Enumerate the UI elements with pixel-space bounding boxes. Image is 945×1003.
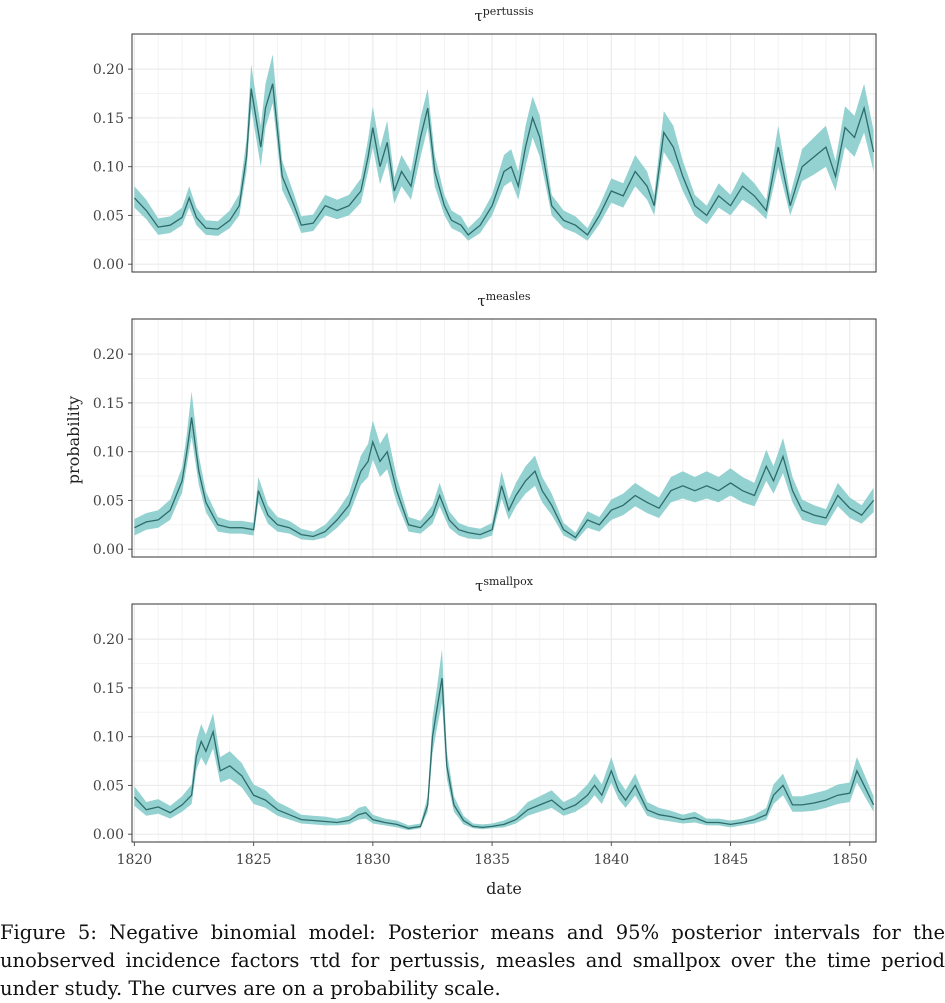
y-tick-label: 0.15: [93, 681, 124, 697]
panel-title-symbol: τ: [477, 292, 485, 310]
panel-measles: τmeasles 0.00 0.05 0.10 0.15 0.20: [93, 290, 877, 558]
mean-line-measles: [134, 417, 875, 539]
x-tick-label: 1845: [713, 852, 749, 868]
y-tick-label: 0.10: [93, 160, 124, 176]
panel-title-symbol: τ: [474, 7, 482, 25]
panel-frame: [131, 33, 877, 273]
y-tick-label: 0.05: [93, 493, 124, 509]
y-tick-label: 0.10: [93, 730, 124, 746]
panel-frame: [131, 603, 877, 843]
panel-title-smallpox: τsmallpox: [475, 575, 534, 595]
y-tick-label: 0.10: [93, 445, 124, 461]
y-tick-label: 0.00: [93, 257, 124, 273]
y-tick-label: 0.20: [93, 62, 124, 78]
figure-caption: Figure 5: Negative binomial model: Poste…: [0, 921, 945, 1000]
x-tick-label: 1825: [236, 852, 272, 868]
mean-line-pertussis: [133, 83, 875, 236]
panel-title-superscript: measles: [486, 290, 531, 303]
y-tick-label: 0.15: [93, 111, 124, 127]
panel-title-superscript: pertussis: [483, 5, 534, 18]
y-tick-label: 0.00: [93, 542, 124, 558]
x-tick-label: 1830: [355, 852, 391, 868]
interval-band-smallpox: [134, 648, 874, 831]
panel-title-symbol: τ: [475, 577, 483, 595]
y-tick-label: 0.15: [93, 396, 124, 412]
x-tick-label: 1840: [593, 852, 629, 868]
y-axis-title: probability: [64, 396, 83, 484]
figure: probability date τpertussis0.000.050.100…: [64, 5, 877, 898]
y-tick-label: 0.05: [93, 208, 124, 224]
panel-frame: [131, 318, 877, 558]
y-tick-label: 0.20: [93, 632, 124, 648]
panel-pertussis: τpertussis 0.00 0.05 0.10 0.15 0.20: [93, 5, 877, 273]
x-axis-title: date: [486, 879, 522, 898]
panel-title-superscript: smallpox: [483, 575, 533, 588]
x-tick-label: 1820: [117, 852, 153, 868]
panel-smallpox: τsmallpox 0.00 0.05 0.10 0.15 0.20 1820 1825 183…: [93, 575, 877, 868]
y-tick-label: 0.00: [93, 827, 124, 843]
y-tick-label: 0.20: [93, 347, 124, 363]
interval-band-pertussis: [134, 54, 874, 241]
interval-band-measles: [134, 391, 874, 542]
panel-title-measles: τmeasles: [477, 290, 530, 310]
panel-title-pertussis: τpertussis: [474, 5, 533, 25]
x-tick-label: 1835: [474, 852, 510, 868]
y-tick-label: 0.05: [93, 778, 124, 794]
mean-line-smallpox: [133, 677, 875, 829]
x-tick-label: 1850: [832, 852, 868, 868]
